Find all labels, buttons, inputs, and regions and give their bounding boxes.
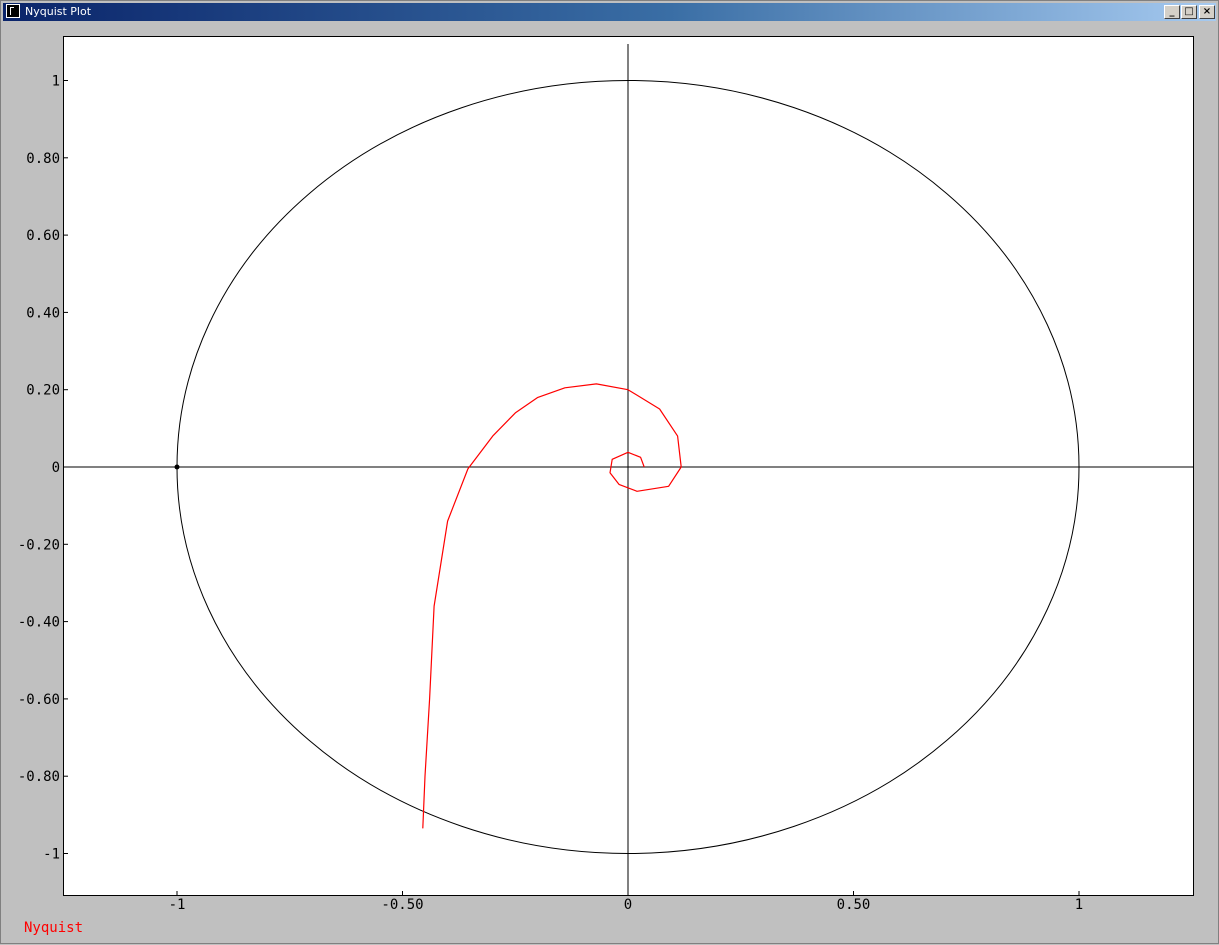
y-tick-label: -0.80	[18, 769, 60, 785]
y-tick-label: 0.20	[26, 383, 60, 399]
minimize-icon: _	[1169, 6, 1175, 17]
y-tick-label: 1	[52, 74, 60, 90]
y-tick-label: -0.40	[18, 615, 60, 631]
y-tick-label: 0	[52, 460, 60, 476]
critical-point-marker	[174, 464, 180, 470]
maximize-icon: □	[1184, 6, 1194, 17]
x-tick-label: -0.50	[381, 897, 423, 913]
x-tick-label: 0.50	[837, 897, 871, 913]
x-tick-label: 1	[1075, 897, 1083, 913]
app-icon[interactable]	[6, 4, 20, 18]
minimize-button[interactable]: _	[1164, 5, 1180, 19]
title-bar[interactable]: Nyquist Plot _ □ ×	[3, 3, 1216, 21]
legend-label: Nyquist	[24, 920, 84, 936]
y-tick-label: 0.40	[26, 305, 60, 321]
y-tick-label: -1	[43, 847, 60, 863]
window-title: Nyquist Plot	[25, 5, 92, 18]
y-tick-label: -0.60	[18, 692, 60, 708]
nyquist-curve	[422, 383, 682, 829]
x-tick-label: 0	[624, 897, 632, 913]
y-tick-label: -0.20	[18, 537, 60, 553]
y-tick-label: 0.80	[26, 151, 60, 167]
close-icon: ×	[1202, 6, 1212, 17]
close-button[interactable]: ×	[1199, 5, 1215, 19]
y-tick-label: 0.60	[26, 228, 60, 244]
x-tick-label: -1	[169, 897, 186, 913]
maximize-button[interactable]: □	[1181, 5, 1197, 19]
